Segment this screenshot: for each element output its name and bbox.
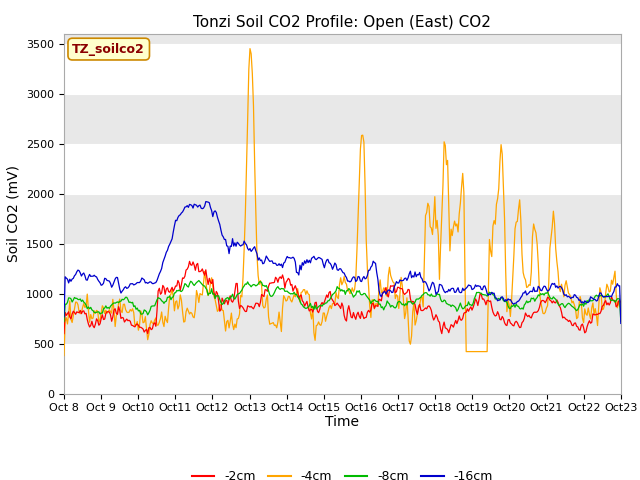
Bar (64, 44, 621, 94)
Bar (64, 344, 621, 394)
Legend: -2cm, -4cm, -8cm, -16cm: -2cm, -4cm, -8cm, -16cm (187, 465, 498, 480)
Y-axis label: Soil CO2 (mV): Soil CO2 (mV) (6, 165, 20, 262)
Title: Tonzi Soil CO2 Profile: Open (East) CO2: Tonzi Soil CO2 Profile: Open (East) CO2 (193, 15, 492, 30)
Bar (64, 243, 621, 294)
Bar (64, 144, 621, 193)
X-axis label: Time: Time (325, 415, 360, 429)
Text: TZ_soilco2: TZ_soilco2 (72, 43, 145, 56)
